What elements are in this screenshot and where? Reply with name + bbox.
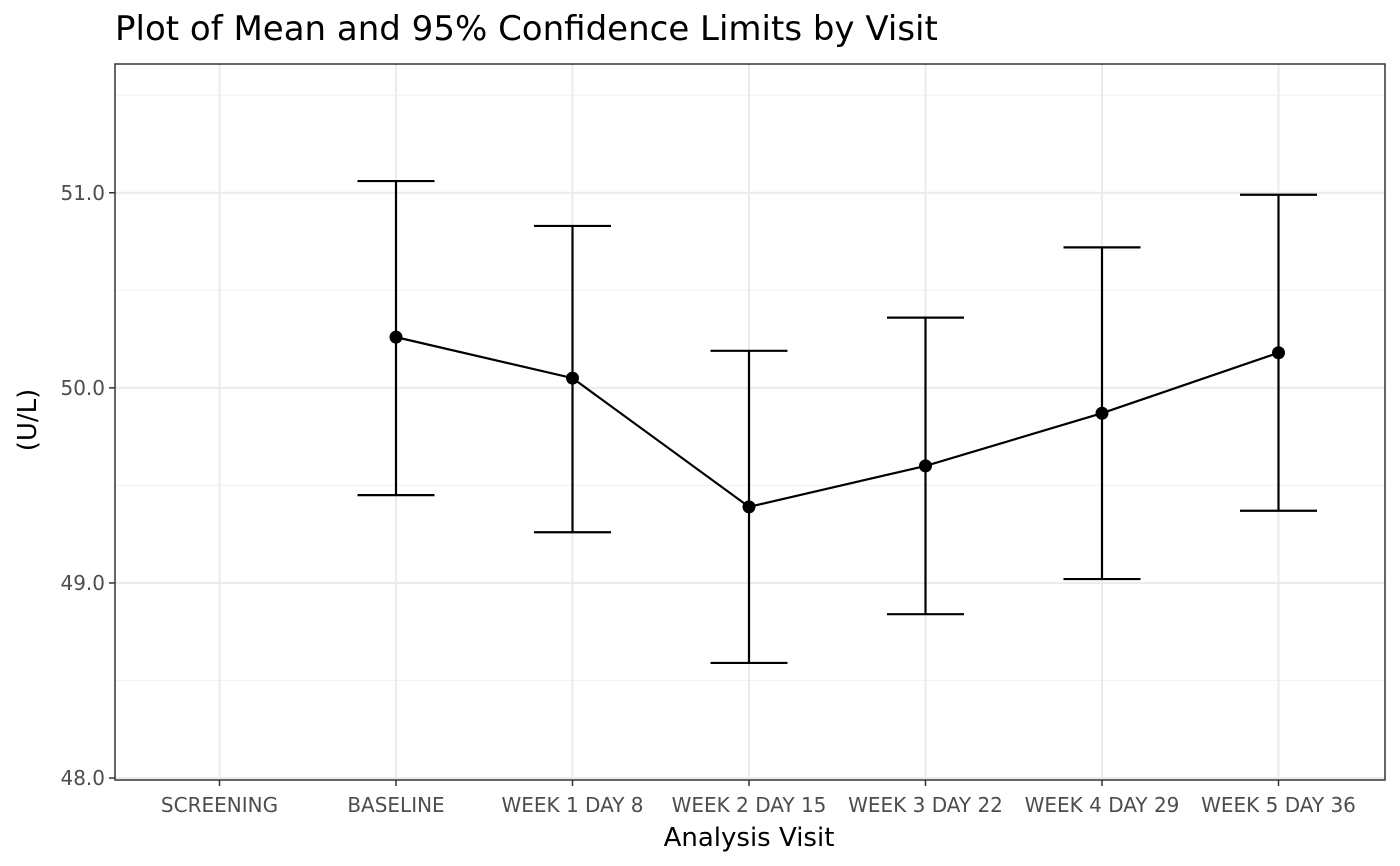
data-marks <box>357 179 1317 665</box>
x-axis-title: Analysis Visit <box>664 823 835 853</box>
mean-point <box>1095 406 1109 420</box>
mean-point <box>566 371 579 385</box>
x-tick-label: SCREENING <box>161 793 278 817</box>
x-tick-label: WEEK 1 DAY 8 <box>501 793 643 817</box>
mean-point <box>742 500 756 514</box>
x-tick-label: BASELINE <box>347 793 444 817</box>
y-tick-label: 50.0 <box>60 376 105 400</box>
plot-panel-border <box>114 63 1386 781</box>
mean-line <box>395 336 1279 509</box>
axes: 48.0 49.0 50.0 51.0 SCREENING BASELINE WEEK 1 … <box>60 181 1355 817</box>
y-tick-label: 51.0 <box>60 181 105 205</box>
y-axis-title: (U/L) <box>13 389 43 452</box>
y-tick-label: 49.0 <box>60 571 105 595</box>
chart-title: Plot of Mean and 95% Confidence Limits b… <box>115 9 938 49</box>
y-tick-label: 48.0 <box>60 766 105 790</box>
mean-point <box>389 330 403 344</box>
mean-point <box>919 459 932 473</box>
x-tick-label: WEEK 5 DAY 36 <box>1201 793 1356 817</box>
x-tick-label: WEEK 4 DAY 29 <box>1025 793 1180 817</box>
mean-point <box>1272 346 1285 360</box>
x-tick-label: WEEK 2 DAY 15 <box>672 793 827 817</box>
x-tick-label: WEEK 3 DAY 22 <box>848 793 1003 817</box>
